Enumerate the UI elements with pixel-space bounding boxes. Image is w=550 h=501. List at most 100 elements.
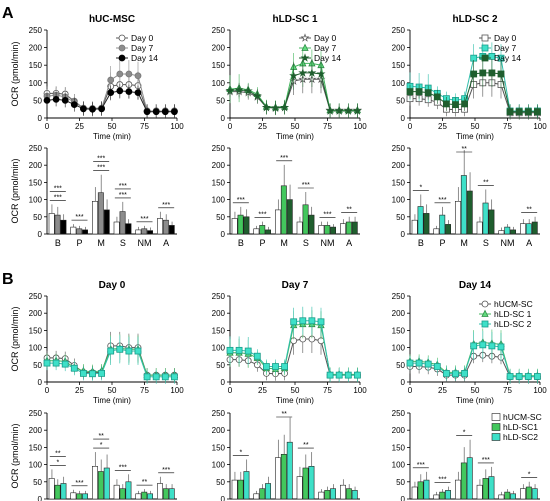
bar <box>82 229 89 235</box>
y-tick-label: 250 <box>29 292 43 301</box>
significance-label: *** <box>54 194 62 201</box>
y-tick-label: 250 <box>212 292 226 301</box>
y-tick-label: 250 <box>29 409 43 418</box>
significance-label: *** <box>438 197 446 204</box>
y-tick-label: 50 <box>396 361 405 370</box>
bar <box>445 224 451 235</box>
data-point <box>290 318 298 326</box>
bar <box>411 486 418 500</box>
data-point <box>317 318 325 326</box>
bar <box>531 488 538 500</box>
data-point <box>334 106 344 115</box>
bar <box>339 484 346 500</box>
bar <box>445 490 451 500</box>
x-tick-label: 25 <box>75 122 84 131</box>
bar <box>141 228 148 235</box>
x-tick-label: NM <box>501 238 515 248</box>
x-tick-label: 0 <box>408 386 413 395</box>
y-tick-label: 150 <box>392 443 406 452</box>
y-axis-label: OCR (pmol/min) <box>10 41 20 106</box>
y-tick-label: 250 <box>392 26 406 35</box>
y-tick-label: 100 <box>29 461 43 470</box>
y-tick-label: 250 <box>29 144 43 153</box>
legend-swatch <box>491 413 501 421</box>
data-point <box>80 105 87 113</box>
data-point <box>235 346 243 354</box>
y-tick-label: 250 <box>392 144 406 153</box>
panel-label-a: A <box>2 5 14 22</box>
bar <box>519 223 526 235</box>
data-point <box>116 87 124 95</box>
bar <box>103 209 110 235</box>
legend-marker <box>118 44 126 52</box>
data-point <box>488 69 496 77</box>
bar <box>302 204 309 235</box>
data-point <box>134 347 142 355</box>
data-point <box>415 88 423 95</box>
data-point <box>107 347 115 355</box>
y-tick-label: 250 <box>212 26 226 35</box>
data-point <box>433 363 441 370</box>
x-tick-label: 25 <box>438 386 447 395</box>
significance-label: *** <box>119 192 127 199</box>
x-tick-label: 100 <box>533 386 547 395</box>
significance-label: *** <box>482 457 490 464</box>
data-point <box>61 360 69 368</box>
line-chart-7: 0 50 100 150 200 250 0 25 50 75 100 Time (min) Day 7 <box>212 280 368 405</box>
data-point <box>52 359 60 367</box>
legend-marker <box>481 320 489 328</box>
bar <box>466 190 473 235</box>
significance-label: *** <box>302 182 310 189</box>
data-point <box>497 70 505 78</box>
data-point <box>524 373 532 380</box>
bar <box>423 213 430 235</box>
bar <box>351 221 358 235</box>
bar <box>97 192 104 235</box>
y-tick-label: 50 <box>396 213 405 222</box>
data-point <box>461 100 469 108</box>
significance-label: ** <box>303 442 309 449</box>
x-tick-label: NM <box>321 238 335 248</box>
bar <box>162 488 169 500</box>
y-tick-label: 150 <box>29 443 43 452</box>
y-tick-label: 0 <box>38 114 43 123</box>
bar <box>482 478 489 500</box>
y-tick-label: 0 <box>401 495 406 501</box>
data-point <box>244 347 252 355</box>
legend-label: Day 0 <box>314 33 336 43</box>
bar <box>302 467 309 500</box>
y-tick-label: 250 <box>212 409 226 418</box>
x-tick-label: 100 <box>533 122 547 131</box>
y-tick-label: 100 <box>212 461 226 470</box>
data-point <box>316 69 326 78</box>
y-tick-label: 50 <box>396 478 405 487</box>
y-tick-label: 50 <box>216 213 225 222</box>
significance-label: *** <box>258 212 266 219</box>
x-tick-label: 100 <box>170 122 184 131</box>
data-point <box>442 100 450 108</box>
legend-marker <box>481 34 489 42</box>
bar <box>519 488 526 500</box>
bar <box>324 225 331 235</box>
bar <box>113 221 120 235</box>
bar <box>113 484 120 500</box>
bar <box>488 209 495 235</box>
x-tick-label: P <box>439 238 445 248</box>
data-point <box>506 373 514 380</box>
bar <box>92 201 98 235</box>
bar <box>439 491 446 500</box>
line-chart-0: 0 50 100 150 200 250 OCR (pmol/min) 0 25 50 75 100 T… <box>10 14 184 141</box>
bar <box>466 457 473 500</box>
x-tick-label: 100 <box>353 386 367 395</box>
x-tick-label: 75 <box>323 386 332 395</box>
bar <box>345 488 352 500</box>
bar <box>286 199 293 235</box>
y-tick-label: 150 <box>29 61 43 70</box>
bar <box>476 221 483 235</box>
x-tick-label: 0 <box>408 122 413 131</box>
y-tick-label: 100 <box>212 344 226 353</box>
data-point <box>70 364 78 372</box>
bar-chart-11: 050100150200250BPMSNMA***********hUCM-SC… <box>392 409 542 501</box>
bar <box>231 218 238 235</box>
